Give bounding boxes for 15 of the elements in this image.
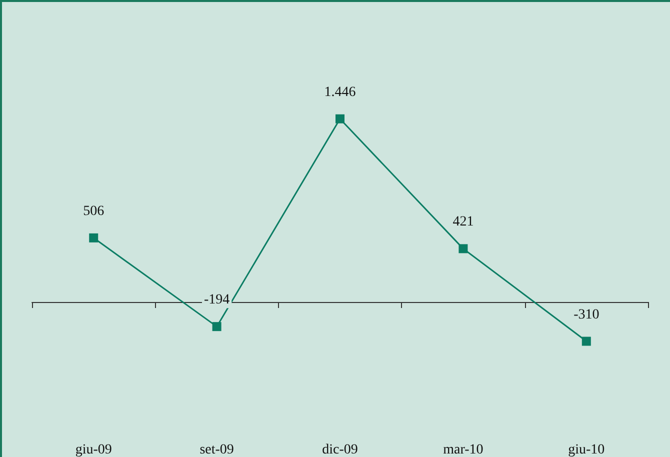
- data-label: 1.446: [324, 84, 356, 100]
- point: [89, 233, 98, 242]
- x-tick-label: mar-10: [443, 442, 484, 457]
- point: [336, 114, 344, 124]
- point: [582, 336, 591, 346]
- data-label: -310: [574, 307, 600, 322]
- data-label: 421: [452, 214, 474, 230]
- x-tick-label: giu-09: [75, 442, 112, 457]
- x-tick-label: set-09: [200, 442, 234, 457]
- point: [212, 322, 222, 332]
- x-tick-label: giu-10: [568, 442, 605, 457]
- data-label: 506: [83, 204, 104, 219]
- data-label: -194: [204, 292, 230, 308]
- x-tick-label: dic-09: [322, 442, 358, 457]
- point: [458, 244, 468, 254]
